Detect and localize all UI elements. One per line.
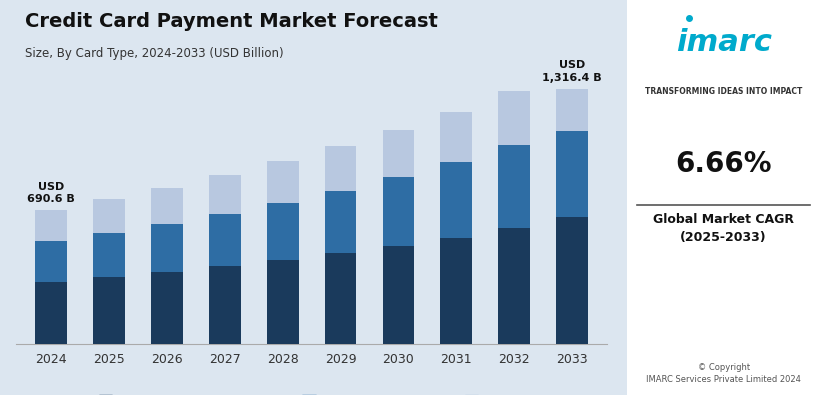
Legend: General Purpose Credit Cards, Specialty Credit Cards, Others: General Purpose Credit Cards, Specialty … xyxy=(94,391,528,395)
Bar xyxy=(266,161,298,203)
Bar xyxy=(93,199,124,233)
Text: 6.66%: 6.66% xyxy=(675,150,771,178)
Bar xyxy=(35,282,67,344)
Bar xyxy=(382,246,414,344)
Bar xyxy=(555,132,587,217)
Bar xyxy=(266,203,298,260)
Bar xyxy=(324,146,356,191)
Bar xyxy=(35,210,67,241)
Bar xyxy=(324,191,356,254)
Bar xyxy=(93,277,124,344)
Bar xyxy=(324,254,356,344)
Text: © Copyright
IMARC Services Private Limited 2024: © Copyright IMARC Services Private Limit… xyxy=(645,363,800,384)
Bar xyxy=(209,266,241,344)
Bar xyxy=(93,233,124,277)
Text: TRANSFORMING IDEAS INTO IMPACT: TRANSFORMING IDEAS INTO IMPACT xyxy=(645,87,801,96)
Bar xyxy=(151,188,183,224)
Bar xyxy=(555,89,587,132)
Text: Credit Card Payment Market Forecast: Credit Card Payment Market Forecast xyxy=(25,12,437,31)
Text: USD
1,316.4 B: USD 1,316.4 B xyxy=(541,60,601,83)
Bar xyxy=(266,260,298,344)
Text: Global Market CAGR
(2025-2033): Global Market CAGR (2025-2033) xyxy=(653,213,793,244)
Bar xyxy=(555,217,587,344)
Bar xyxy=(151,272,183,344)
Bar xyxy=(440,162,472,237)
Bar xyxy=(209,214,241,266)
Bar xyxy=(498,145,529,228)
Bar xyxy=(35,241,67,282)
Text: USD
690.6 B: USD 690.6 B xyxy=(27,182,75,204)
Text: imarc: imarc xyxy=(675,28,771,56)
FancyBboxPatch shape xyxy=(627,0,819,395)
Bar xyxy=(151,224,183,272)
Bar xyxy=(498,228,529,344)
Text: Size, By Card Type, 2024-2033 (USD Billion): Size, By Card Type, 2024-2033 (USD Billi… xyxy=(25,47,283,60)
Bar xyxy=(440,112,472,162)
Bar xyxy=(498,91,529,145)
Bar xyxy=(382,177,414,246)
Bar xyxy=(209,175,241,214)
Bar xyxy=(440,237,472,344)
Bar xyxy=(382,130,414,177)
